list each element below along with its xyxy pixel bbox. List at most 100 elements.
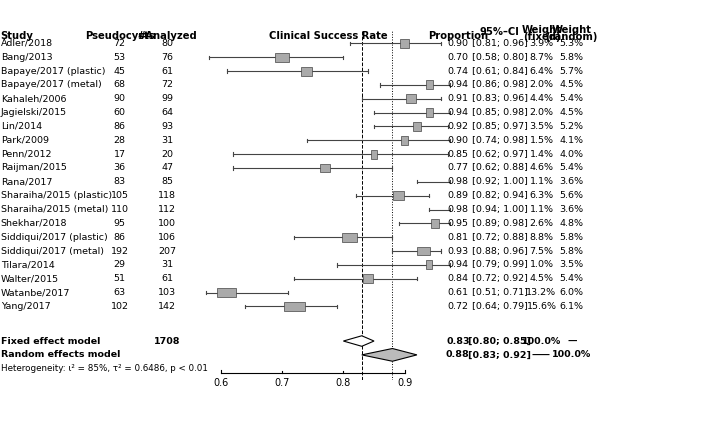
- Text: Sharaiha/2015 (metal): Sharaiha/2015 (metal): [1, 205, 108, 214]
- Text: 1.1%: 1.1%: [529, 205, 554, 214]
- Text: 4.5%: 4.5%: [559, 108, 584, 117]
- Bar: [400, 39, 410, 48]
- Text: Sharaiha/2015 (plastic): Sharaiha/2015 (plastic): [1, 191, 112, 200]
- Text: 80: 80: [162, 39, 173, 48]
- Bar: [451, 205, 456, 214]
- Text: 0.92: 0.92: [447, 122, 469, 131]
- Text: 68: 68: [114, 81, 125, 89]
- Text: 2.0%: 2.0%: [529, 81, 554, 89]
- Text: 61: 61: [162, 67, 173, 76]
- Text: 5.6%: 5.6%: [559, 191, 584, 200]
- Text: Walter/2015: Walter/2015: [1, 274, 59, 283]
- Text: 110: 110: [111, 205, 128, 214]
- Text: Siddiqui/2017 (metal): Siddiqui/2017 (metal): [1, 246, 104, 256]
- Bar: [426, 260, 432, 269]
- Text: 5.4%: 5.4%: [559, 274, 584, 283]
- Bar: [412, 122, 421, 131]
- Text: 0.94: 0.94: [447, 108, 469, 117]
- Text: 36: 36: [114, 163, 125, 173]
- Text: 3.9%: 3.9%: [529, 39, 554, 48]
- Text: [0.72; 0.88]: [0.72; 0.88]: [472, 233, 528, 242]
- Text: Bapaye/2017 (plastic): Bapaye/2017 (plastic): [1, 67, 105, 76]
- Text: 0.85: 0.85: [447, 150, 469, 159]
- Text: 45: 45: [114, 67, 125, 76]
- Bar: [275, 53, 289, 62]
- Bar: [371, 150, 377, 159]
- Text: 1.4%: 1.4%: [529, 150, 554, 159]
- Text: Pseudocysts: Pseudocysts: [85, 32, 154, 41]
- Text: —: —: [567, 336, 577, 346]
- Text: 0.95: 0.95: [447, 219, 469, 228]
- Text: 0.61: 0.61: [447, 288, 469, 297]
- Text: 3.5%: 3.5%: [559, 260, 584, 269]
- Text: 0.7: 0.7: [275, 378, 290, 388]
- Bar: [417, 246, 430, 255]
- Text: 0.84: 0.84: [447, 274, 469, 283]
- Text: 51: 51: [114, 274, 125, 283]
- Text: Fixed effect model: Fixed effect model: [1, 336, 100, 346]
- Text: [0.83; 0.96]: [0.83; 0.96]: [472, 94, 528, 103]
- Text: [0.88; 0.96]: [0.88; 0.96]: [472, 246, 528, 256]
- Text: [0.61; 0.84]: [0.61; 0.84]: [472, 67, 528, 76]
- Text: 17: 17: [114, 150, 125, 159]
- Bar: [301, 67, 312, 76]
- Text: 100: 100: [159, 219, 176, 228]
- Bar: [320, 164, 330, 173]
- Text: 1708: 1708: [154, 336, 180, 346]
- Text: 5.2%: 5.2%: [559, 122, 584, 131]
- Bar: [425, 81, 433, 89]
- Text: 0.6: 0.6: [213, 378, 229, 388]
- Text: 86: 86: [114, 233, 125, 242]
- Text: 0.74: 0.74: [447, 67, 469, 76]
- Text: Raijman/2015: Raijman/2015: [1, 163, 66, 173]
- Text: 0.94: 0.94: [447, 260, 469, 269]
- Text: 0.91: 0.91: [447, 94, 469, 103]
- Text: 103: 103: [158, 288, 177, 297]
- Text: Weight: Weight: [521, 25, 562, 35]
- Text: 5.4%: 5.4%: [559, 94, 584, 103]
- Text: 31: 31: [162, 260, 173, 269]
- Text: 47: 47: [162, 163, 173, 173]
- Text: 61: 61: [162, 274, 173, 283]
- Text: 2.6%: 2.6%: [529, 219, 554, 228]
- Bar: [218, 288, 236, 297]
- Text: [0.72; 0.92]: [0.72; 0.92]: [472, 274, 528, 283]
- Text: 86: 86: [114, 122, 125, 131]
- Text: 0.9: 0.9: [397, 378, 412, 388]
- Text: [0.51; 0.71]: [0.51; 0.71]: [472, 288, 528, 297]
- Text: 72: 72: [162, 81, 173, 89]
- Text: [0.85; 0.98]: [0.85; 0.98]: [472, 108, 528, 117]
- Text: [0.82; 0.94]: [0.82; 0.94]: [472, 191, 528, 200]
- Bar: [363, 274, 373, 283]
- Text: 4.0%: 4.0%: [559, 150, 584, 159]
- Text: 5.8%: 5.8%: [559, 246, 584, 256]
- Text: Tilara/2014: Tilara/2014: [1, 260, 55, 269]
- Text: 13.2%: 13.2%: [526, 288, 557, 297]
- Text: 8.7%: 8.7%: [529, 53, 554, 62]
- Text: [0.92; 1.00]: [0.92; 1.00]: [472, 177, 528, 187]
- Text: 6.4%: 6.4%: [529, 67, 554, 76]
- Text: [0.81; 0.96]: [0.81; 0.96]: [472, 39, 528, 48]
- Text: ——: ——: [532, 350, 551, 360]
- Text: [0.58; 0.80]: [0.58; 0.80]: [472, 53, 528, 62]
- Text: Rana/2017: Rana/2017: [1, 177, 52, 187]
- Text: Clinical Success Rate: Clinical Success Rate: [269, 32, 387, 41]
- Text: 2.0%: 2.0%: [529, 108, 554, 117]
- Text: 63: 63: [114, 288, 125, 297]
- Text: Shekhar/2018: Shekhar/2018: [1, 219, 67, 228]
- Text: 5.7%: 5.7%: [559, 67, 584, 76]
- Text: 207: 207: [159, 246, 176, 256]
- Text: 105: 105: [111, 191, 128, 200]
- Bar: [393, 191, 404, 200]
- Text: 100.0%: 100.0%: [522, 336, 561, 346]
- Text: 64: 64: [162, 108, 173, 117]
- Text: 53: 53: [114, 53, 125, 62]
- Text: Adler/2018: Adler/2018: [1, 39, 53, 48]
- Text: 6.1%: 6.1%: [559, 302, 584, 311]
- Text: 15.6%: 15.6%: [526, 302, 557, 311]
- Text: (fixed): (fixed): [523, 32, 560, 42]
- Text: 76: 76: [162, 53, 173, 62]
- Text: 95%–CI: 95%–CI: [479, 27, 520, 37]
- Text: 8.8%: 8.8%: [529, 233, 554, 242]
- Text: 85: 85: [162, 177, 173, 187]
